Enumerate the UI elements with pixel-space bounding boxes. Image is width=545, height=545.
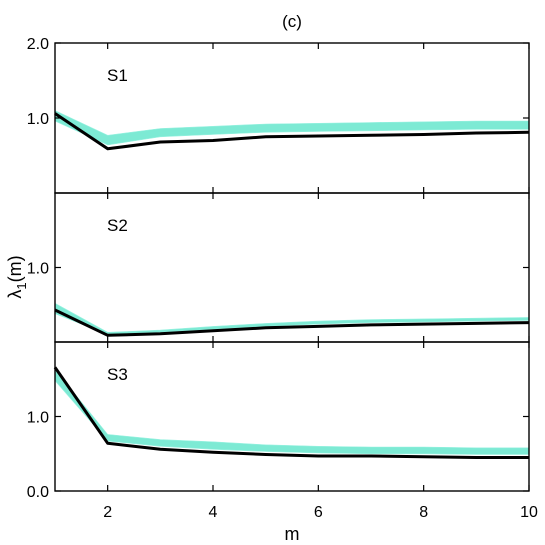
panel-s1: 1.0 2.0 S1 (27, 36, 530, 194)
y-tick-label: 1.0 (27, 111, 49, 128)
x-tick-label: 8 (419, 504, 428, 521)
y-tick-label: 0.0 (27, 484, 49, 501)
x-axis-label: m (285, 524, 300, 544)
y-tick-label: 1.0 (27, 261, 49, 278)
y-axis-label-subscript: 1 (14, 282, 29, 289)
panel-s3: 0.0 1.0 S3 (27, 341, 530, 501)
y-tick-label: 2.0 (27, 36, 49, 53)
mean-line (54, 308, 530, 337)
y-tick-label: 1.0 (27, 410, 49, 427)
x-tick-label: 2 (103, 504, 112, 521)
y-axis-label-suffix: (m) (5, 255, 25, 282)
x-tick-label: 10 (520, 504, 538, 521)
y-axis-label: λ1(m) (5, 255, 29, 298)
panel-label: S1 (107, 66, 128, 85)
x-tick-label: 6 (314, 504, 323, 521)
panels: 1.0 2.0 S1 1.0 S2 0.0 1.0 S3 2 4 6 8 10 (27, 36, 538, 521)
panel-s2: 1.0 S2 (27, 192, 530, 343)
spread-band (54, 110, 530, 146)
mean-line (54, 112, 530, 151)
mean-line (53, 366, 529, 459)
figure-label: (c) (282, 12, 302, 31)
panel-label: S3 (107, 365, 128, 384)
y-axis-label-main: λ (5, 290, 25, 299)
panel-label: S2 (107, 216, 128, 235)
x-tick-label: 4 (209, 504, 218, 521)
spread-band (54, 302, 530, 335)
